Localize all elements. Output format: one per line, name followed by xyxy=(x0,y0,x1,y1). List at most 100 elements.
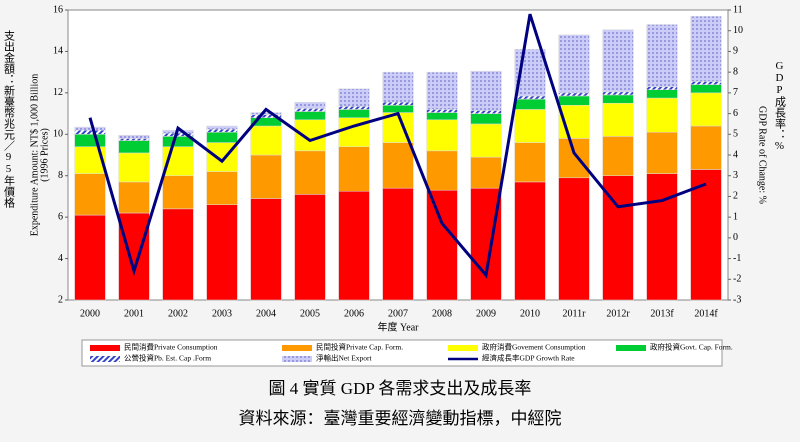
bar-segment xyxy=(558,92,590,97)
legend-label: 民間投資Private Cap. Form. xyxy=(316,342,403,352)
bar-segment xyxy=(118,138,150,141)
bar-segment xyxy=(206,204,238,301)
bar-segment xyxy=(294,150,326,195)
bar-segment xyxy=(162,208,194,301)
bar-segment xyxy=(206,125,238,130)
bar-segment xyxy=(690,15,722,82)
bar-segment xyxy=(426,109,458,113)
x-tick-label: 2003 xyxy=(212,308,232,319)
y2-tick-label: 6 xyxy=(733,108,738,119)
bar-segment xyxy=(690,125,722,170)
bar-segment xyxy=(602,91,634,96)
bar-segment xyxy=(338,88,370,107)
bar-segment xyxy=(426,119,458,152)
x-tick-label: 2011r xyxy=(563,308,587,319)
bar-segment xyxy=(514,181,546,301)
bar-segment xyxy=(206,128,238,133)
bar-segment xyxy=(294,108,326,112)
x-tick-label: 2005 xyxy=(300,308,320,319)
bar-segment xyxy=(74,126,106,131)
y-axis-label: 支出金額：新臺幣兆元／95年價格 xyxy=(2,30,15,209)
legend-label: 政府投資Govt. Cap. Form. xyxy=(650,342,733,352)
bar-segment xyxy=(602,29,634,93)
x-tick-label: 2010 xyxy=(520,308,540,319)
y2-tick-label: 9 xyxy=(733,46,738,57)
bar-segment xyxy=(74,129,106,135)
legend-swatch xyxy=(90,356,120,362)
bar-segment xyxy=(470,123,502,158)
caption: 圖 4 實質 GDP 各需求支出及成長率 xyxy=(269,379,532,398)
y2-tick-label: 10 xyxy=(733,25,743,36)
bar-segment xyxy=(690,81,722,85)
y-tick-label: 4 xyxy=(58,253,63,264)
bar-segment xyxy=(118,140,150,154)
bar-segment xyxy=(470,110,502,114)
y2-tick-label: -3 xyxy=(733,294,741,305)
legend-swatch xyxy=(90,345,120,351)
bar-segment xyxy=(690,169,722,301)
y-tick-label: 6 xyxy=(58,211,63,222)
y2-axis-label-en: GDP Rate of Change: % xyxy=(757,106,768,204)
bar-segment xyxy=(690,92,722,127)
bar-segment xyxy=(382,101,414,106)
legend-label: 經濟成長率GDP Growth Rate xyxy=(482,353,575,363)
bar-segment xyxy=(558,95,590,106)
legend-swatch xyxy=(616,345,646,351)
y2-tick-label: -2 xyxy=(733,274,741,285)
y2-tick-label: 11 xyxy=(733,4,743,15)
bar-segment xyxy=(250,125,282,156)
bar-segment xyxy=(338,109,370,118)
bar-segment xyxy=(118,152,150,183)
y2-axis-label: GDP成長率：% xyxy=(773,60,786,152)
x-tick-label: 2014f xyxy=(694,308,718,319)
bar-segment xyxy=(646,97,678,133)
bar-segment xyxy=(206,131,238,143)
bar-segment xyxy=(74,214,106,301)
bar-segment xyxy=(118,181,150,214)
bar-segment xyxy=(338,191,370,301)
y-axis-label-en: Expenditure Amount: NT$ 1,000 Billion xyxy=(29,74,40,237)
x-tick-label: 2013f xyxy=(650,308,674,319)
y2-tick-label: 8 xyxy=(733,66,738,77)
y2-tick-label: -1 xyxy=(733,253,741,264)
bar-segment xyxy=(338,106,370,110)
bar-segment xyxy=(470,70,502,111)
x-tick-label: 2012r xyxy=(606,308,630,319)
bar-segment xyxy=(74,173,106,216)
bar-segment xyxy=(514,109,546,143)
bar-segment xyxy=(646,89,678,99)
legend-swatch xyxy=(448,345,478,351)
y2-tick-label: 2 xyxy=(733,191,738,202)
x-tick-label: 2007 xyxy=(388,308,408,319)
y-tick-label: 12 xyxy=(53,87,63,98)
bar-segment xyxy=(250,154,282,199)
bar-segment xyxy=(646,86,678,91)
legend-label: 淨輸出Net Export xyxy=(316,353,373,363)
bar-segment xyxy=(294,119,326,152)
bar-segment xyxy=(426,150,458,191)
bar-segment xyxy=(558,177,590,301)
bar-segment xyxy=(690,84,722,94)
bar-segment xyxy=(294,101,326,109)
bar-segment xyxy=(382,142,414,189)
y-tick-label: 8 xyxy=(58,170,63,181)
bar-segment xyxy=(426,71,458,110)
y2-tick-label: 7 xyxy=(733,87,738,98)
y-axis-label-en: (1996 Prices) xyxy=(39,128,50,182)
bar-segment xyxy=(602,136,634,176)
legend-label: 民間消費Private Consumption xyxy=(124,342,218,352)
bar-segment xyxy=(426,112,458,121)
legend-box xyxy=(81,339,723,367)
legend-swatch xyxy=(282,356,312,362)
bar-segment xyxy=(74,134,106,147)
y-tick-label: 16 xyxy=(53,4,63,15)
bar-segment xyxy=(382,71,414,103)
bar-segment xyxy=(382,187,414,301)
legend-label: 政府消費Govement Consumption xyxy=(482,342,586,352)
bar-segment xyxy=(602,102,634,137)
x-tick-label: 2009 xyxy=(476,308,496,319)
bar-segment xyxy=(294,194,326,301)
y2-tick-label: 0 xyxy=(733,232,738,243)
bar-segment xyxy=(470,156,502,189)
